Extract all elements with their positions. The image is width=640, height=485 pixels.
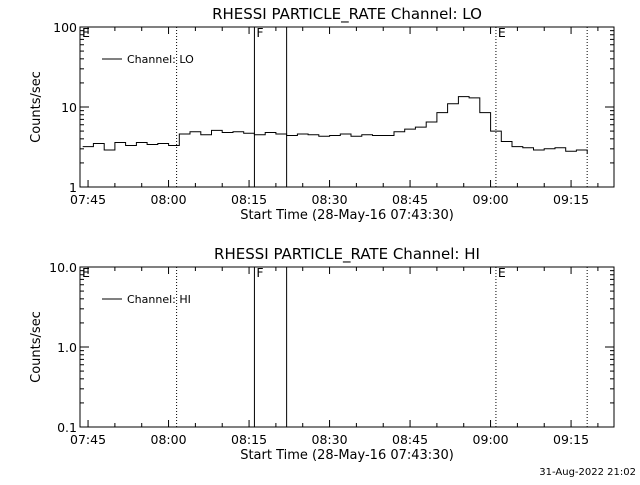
panel-hi: RHESSI PARTICLE_RATE Channel: HI 07:45 08:… <box>29 245 615 463</box>
event-marker-label: E <box>82 265 90 280</box>
y-axis-label: Counts/sec <box>29 71 44 143</box>
event-marker-label: F <box>256 25 263 40</box>
y-tick-label: 10.0 <box>49 260 77 275</box>
x-tick-label: 09:00 <box>473 432 509 447</box>
y-tick-label: 100 <box>53 20 77 35</box>
x-tick-label: 08:15 <box>231 432 267 447</box>
footer-timestamp: 31-Aug-2022 21:02 <box>539 467 636 478</box>
plot-frame <box>79 266 615 428</box>
event-marker-label: E <box>498 25 506 40</box>
x-tick-label: 08:15 <box>231 192 267 207</box>
x-tick-label: 08:00 <box>151 192 187 207</box>
x-tick-label: 09:15 <box>553 192 589 207</box>
chart-title: RHESSI PARTICLE_RATE Channel: HI <box>214 245 480 264</box>
y-tick-label: 0.1 <box>57 420 77 435</box>
plot-frame <box>79 26 615 188</box>
x-axis-label: Start Time (28-May-16 07:43:30) <box>240 208 454 223</box>
x-tick-label: 07:45 <box>70 192 106 207</box>
y-axis-label: Counts/sec <box>29 311 44 383</box>
x-tick-label: 08:30 <box>312 432 348 447</box>
event-marker-label: F <box>256 265 263 280</box>
legend-label: Channel: HI <box>127 293 191 306</box>
x-tick-label: 08:45 <box>392 192 428 207</box>
chart-title: RHESSI PARTICLE_RATE Channel: LO <box>212 5 482 24</box>
panel-lo: RHESSI PARTICLE_RATE Channel: LO 07:45 08:… <box>29 5 615 223</box>
x-tick-label: 09:00 <box>473 192 509 207</box>
x-axis-label: Start Time (28-May-16 07:43:30) <box>240 448 454 463</box>
y-tick-label: 10 <box>61 100 77 115</box>
x-tick-label: 08:45 <box>392 432 428 447</box>
x-tick-label: 09:15 <box>553 432 589 447</box>
x-tick-label: 08:00 <box>151 432 187 447</box>
y-tick-label: 1 <box>69 180 77 195</box>
legend-label: Channel: LO <box>127 53 194 66</box>
y-tick-label: 1.0 <box>57 340 77 355</box>
event-marker-label: E <box>498 265 506 280</box>
series-line-channel-lo <box>82 96 588 154</box>
x-tick-label: 07:45 <box>70 432 106 447</box>
event-marker-label: E <box>82 25 90 40</box>
x-tick-label: 08:30 <box>312 192 348 207</box>
